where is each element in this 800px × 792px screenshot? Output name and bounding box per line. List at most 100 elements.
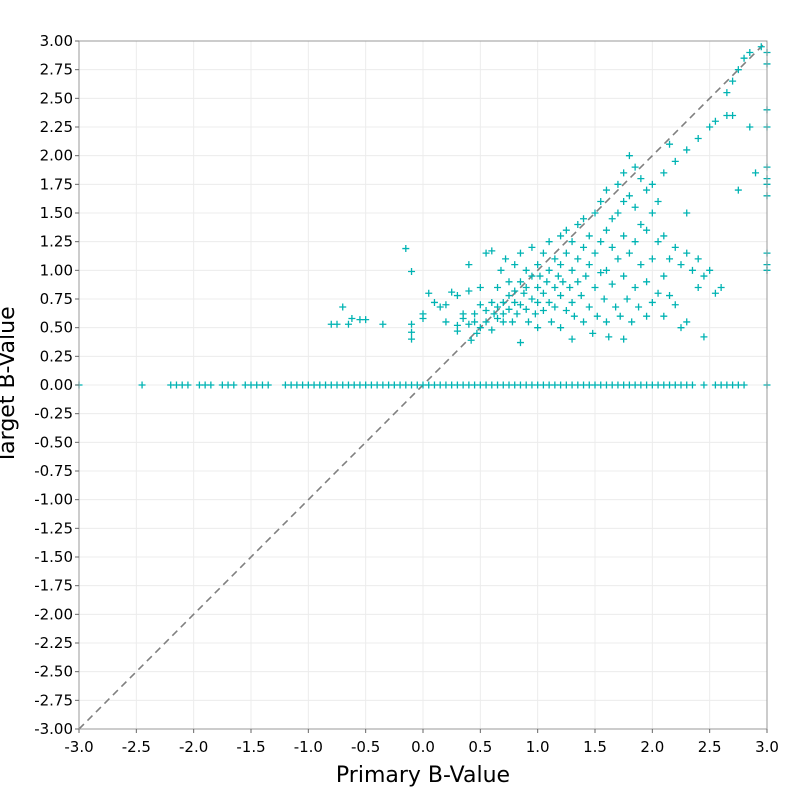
data-points bbox=[75, 43, 771, 389]
data-point bbox=[508, 318, 516, 326]
y-tick-label: -1.25 bbox=[34, 519, 73, 537]
data-point bbox=[666, 255, 674, 263]
data-point bbox=[522, 266, 530, 274]
data-point bbox=[534, 284, 542, 292]
data-point bbox=[608, 215, 616, 223]
x-tick-label: 1.5 bbox=[583, 738, 607, 756]
data-point bbox=[635, 303, 643, 311]
y-tick-label: 1.75 bbox=[40, 175, 73, 193]
data-point bbox=[339, 303, 347, 311]
y-tick-label: -2.75 bbox=[34, 691, 73, 709]
data-point bbox=[568, 298, 576, 306]
data-point bbox=[551, 255, 559, 263]
data-point bbox=[497, 266, 505, 274]
data-point bbox=[442, 318, 450, 326]
data-point bbox=[557, 292, 565, 300]
y-tick-label: -2.25 bbox=[34, 634, 73, 652]
data-point bbox=[694, 134, 702, 142]
data-point bbox=[643, 186, 651, 194]
data-point bbox=[700, 381, 708, 389]
data-point bbox=[757, 43, 765, 51]
data-point bbox=[554, 272, 562, 280]
y-axis-title: Target B-Value bbox=[0, 306, 20, 464]
data-point bbox=[494, 314, 502, 322]
data-point bbox=[643, 278, 651, 286]
data-point bbox=[516, 278, 524, 286]
data-point bbox=[582, 272, 590, 280]
data-point bbox=[494, 303, 502, 311]
data-point bbox=[570, 312, 578, 320]
data-point bbox=[547, 318, 555, 326]
data-point bbox=[557, 232, 565, 240]
data-point bbox=[505, 292, 513, 300]
y-tick-label: 1.00 bbox=[40, 261, 73, 279]
data-point bbox=[465, 287, 473, 295]
data-point bbox=[591, 284, 599, 292]
data-point bbox=[631, 203, 639, 211]
x-tick-label: -2.0 bbox=[179, 738, 208, 756]
data-point bbox=[700, 272, 708, 280]
data-point bbox=[614, 209, 622, 217]
data-point bbox=[499, 298, 507, 306]
data-point bbox=[600, 295, 608, 303]
data-point bbox=[602, 226, 610, 234]
data-point bbox=[671, 157, 679, 165]
data-point bbox=[631, 163, 639, 171]
data-point bbox=[729, 112, 737, 120]
data-point bbox=[568, 335, 576, 343]
data-point bbox=[528, 243, 536, 251]
data-point bbox=[623, 295, 631, 303]
data-point bbox=[448, 288, 456, 296]
data-point bbox=[408, 328, 416, 336]
data-point bbox=[511, 261, 519, 269]
data-point bbox=[688, 266, 696, 274]
data-point bbox=[536, 272, 544, 280]
y-tick-label: 2.25 bbox=[40, 118, 73, 136]
data-point bbox=[344, 320, 352, 328]
data-point bbox=[453, 292, 461, 300]
data-point bbox=[580, 215, 588, 223]
data-point bbox=[467, 336, 475, 344]
data-point bbox=[614, 180, 622, 188]
data-point bbox=[608, 243, 616, 251]
data-point bbox=[531, 310, 539, 318]
data-point bbox=[402, 245, 410, 253]
data-point bbox=[557, 324, 565, 332]
y-tick-label: 1.25 bbox=[40, 233, 73, 251]
data-point bbox=[545, 238, 553, 246]
data-point bbox=[522, 284, 530, 292]
data-point bbox=[625, 249, 633, 257]
data-point bbox=[597, 269, 605, 277]
y-tick-label: -1.00 bbox=[34, 491, 73, 509]
data-point bbox=[516, 249, 524, 257]
data-point bbox=[637, 175, 645, 183]
data-point bbox=[654, 238, 662, 246]
data-point bbox=[562, 226, 570, 234]
data-point bbox=[740, 54, 748, 62]
data-point bbox=[602, 266, 610, 274]
data-point bbox=[694, 284, 702, 292]
data-point bbox=[683, 209, 691, 217]
data-point bbox=[574, 255, 582, 263]
data-point bbox=[706, 123, 714, 131]
data-point bbox=[543, 278, 551, 286]
y-tick-label: -1.50 bbox=[34, 548, 73, 566]
data-point bbox=[482, 249, 490, 257]
y-tick-label: 2.00 bbox=[40, 147, 73, 165]
data-point bbox=[476, 324, 484, 332]
data-point bbox=[471, 318, 479, 326]
data-point bbox=[528, 272, 536, 280]
data-point bbox=[631, 238, 639, 246]
data-point bbox=[436, 303, 444, 311]
data-point bbox=[362, 316, 370, 324]
data-point bbox=[723, 89, 731, 97]
data-point bbox=[577, 292, 585, 300]
data-point bbox=[597, 198, 605, 206]
data-point bbox=[671, 301, 679, 309]
data-point bbox=[505, 278, 513, 286]
data-point bbox=[534, 298, 542, 306]
data-point bbox=[408, 320, 416, 328]
x-tick-label: 2.5 bbox=[698, 738, 722, 756]
